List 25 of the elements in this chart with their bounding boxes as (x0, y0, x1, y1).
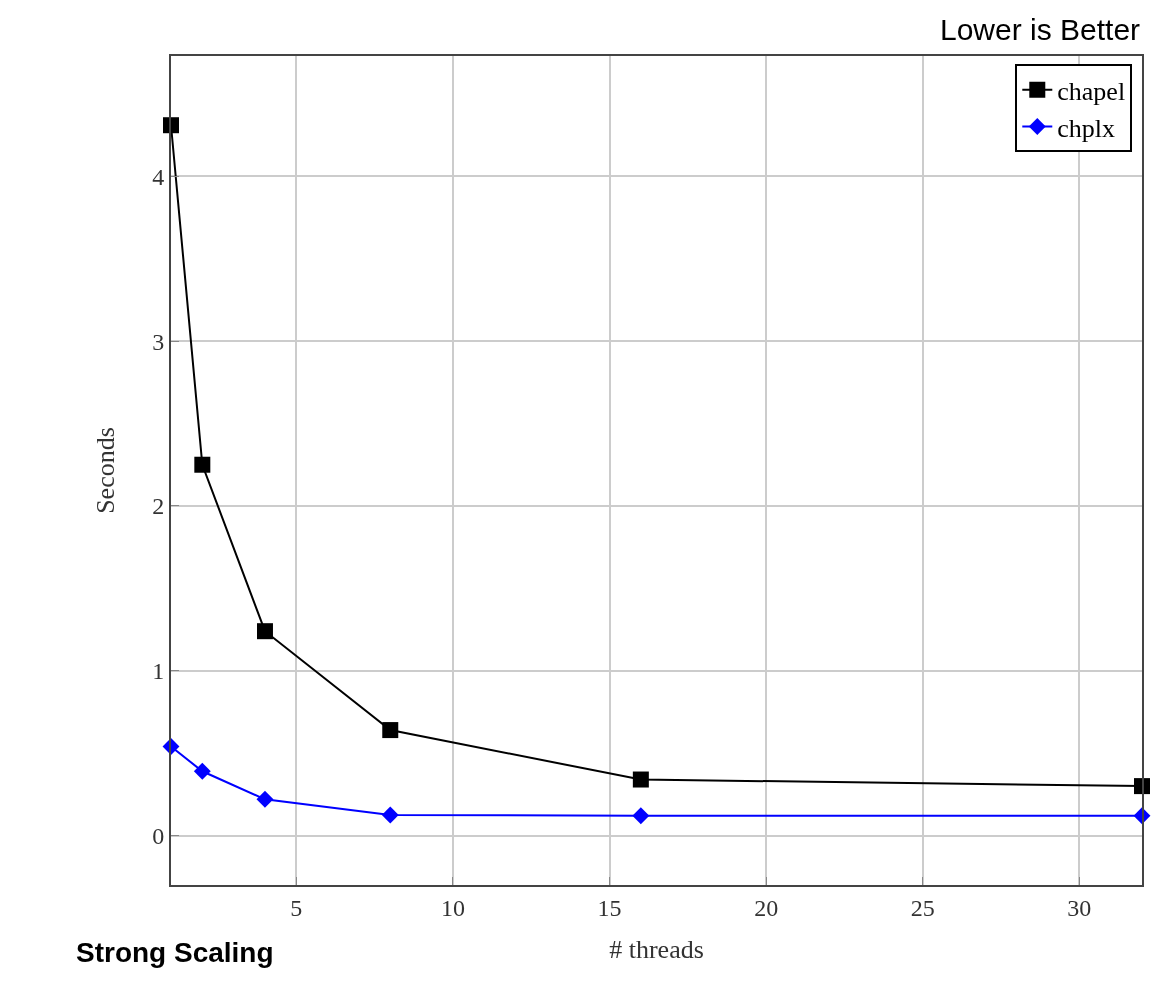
y-tick-label: 1 (152, 658, 165, 685)
point (382, 722, 399, 739)
x-tick-label: 15 (597, 894, 622, 921)
x-tick-label: 30 (1067, 894, 1092, 921)
x-tick-label: 25 (910, 894, 935, 921)
legend-label: chapel (1057, 76, 1126, 106)
point (194, 456, 211, 473)
y-tick-label: 3 (152, 328, 165, 355)
text: Strong Scaling (76, 937, 274, 968)
legend-label: chplx (1057, 113, 1116, 143)
y-tick-label: 2 (152, 493, 165, 520)
text: Lower is Better (940, 13, 1141, 46)
y-tick-label: 0 (152, 822, 165, 849)
y-axis-title: Seconds (91, 427, 121, 514)
y-tick-label: 4 (152, 163, 165, 190)
point (193, 762, 211, 780)
point (256, 623, 273, 640)
point (381, 806, 399, 824)
x-tick-label: 10 (440, 894, 465, 921)
point (632, 807, 650, 825)
point (632, 771, 649, 788)
x-tick-label: 20 (754, 894, 779, 921)
x-axis-title: # threads (609, 935, 704, 964)
x-tick-label: 5 (290, 894, 303, 921)
point (256, 790, 274, 808)
